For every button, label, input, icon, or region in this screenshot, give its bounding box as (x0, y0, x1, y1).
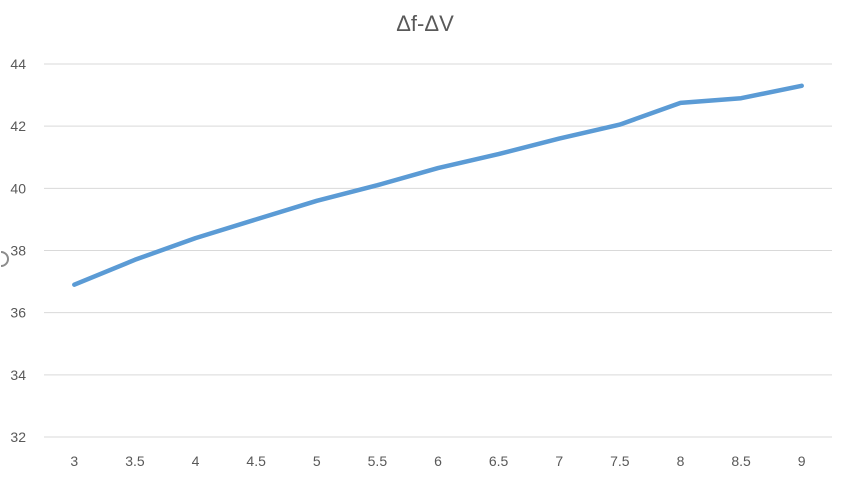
x-tick-label: 3.5 (125, 453, 145, 469)
x-tick-label: 5.5 (368, 453, 388, 469)
x-tick-label: 4.5 (246, 453, 266, 469)
gridlines (44, 63, 832, 438)
y-tick-label: 36 (10, 305, 26, 321)
x-tick-label: 4 (192, 453, 200, 469)
x-tick-label: 3 (70, 453, 78, 469)
x-tick-label: 7.5 (610, 453, 630, 469)
x-tick-label: 5 (313, 453, 321, 469)
y-tick-label: 40 (10, 180, 26, 196)
x-tick-label: 7 (555, 453, 563, 469)
y-tick-label: 44 (10, 56, 26, 72)
edge-handle-mark (0, 251, 9, 267)
chart-title: Δf-ΔV (396, 11, 454, 36)
y-axis-ticks: 32 34 36 38 40 42 44 (10, 56, 26, 445)
series-layer (72, 83, 804, 287)
y-tick-label: 38 (10, 243, 26, 259)
y-tick-label: 34 (10, 367, 26, 383)
y-tick-label: 32 (10, 429, 26, 445)
y-tick-label: 42 (10, 118, 26, 134)
x-tick-label: 6 (434, 453, 442, 469)
x-tick-label: 9 (798, 453, 806, 469)
series-line-0 (72, 83, 804, 287)
x-tick-label: 8.5 (731, 453, 751, 469)
x-tick-label: 8 (677, 453, 685, 469)
x-axis-ticks: 3 3.5 4 4.5 5 5.5 6 6.5 7 7.5 8 8.5 9 (70, 453, 805, 469)
x-tick-label: 6.5 (489, 453, 509, 469)
